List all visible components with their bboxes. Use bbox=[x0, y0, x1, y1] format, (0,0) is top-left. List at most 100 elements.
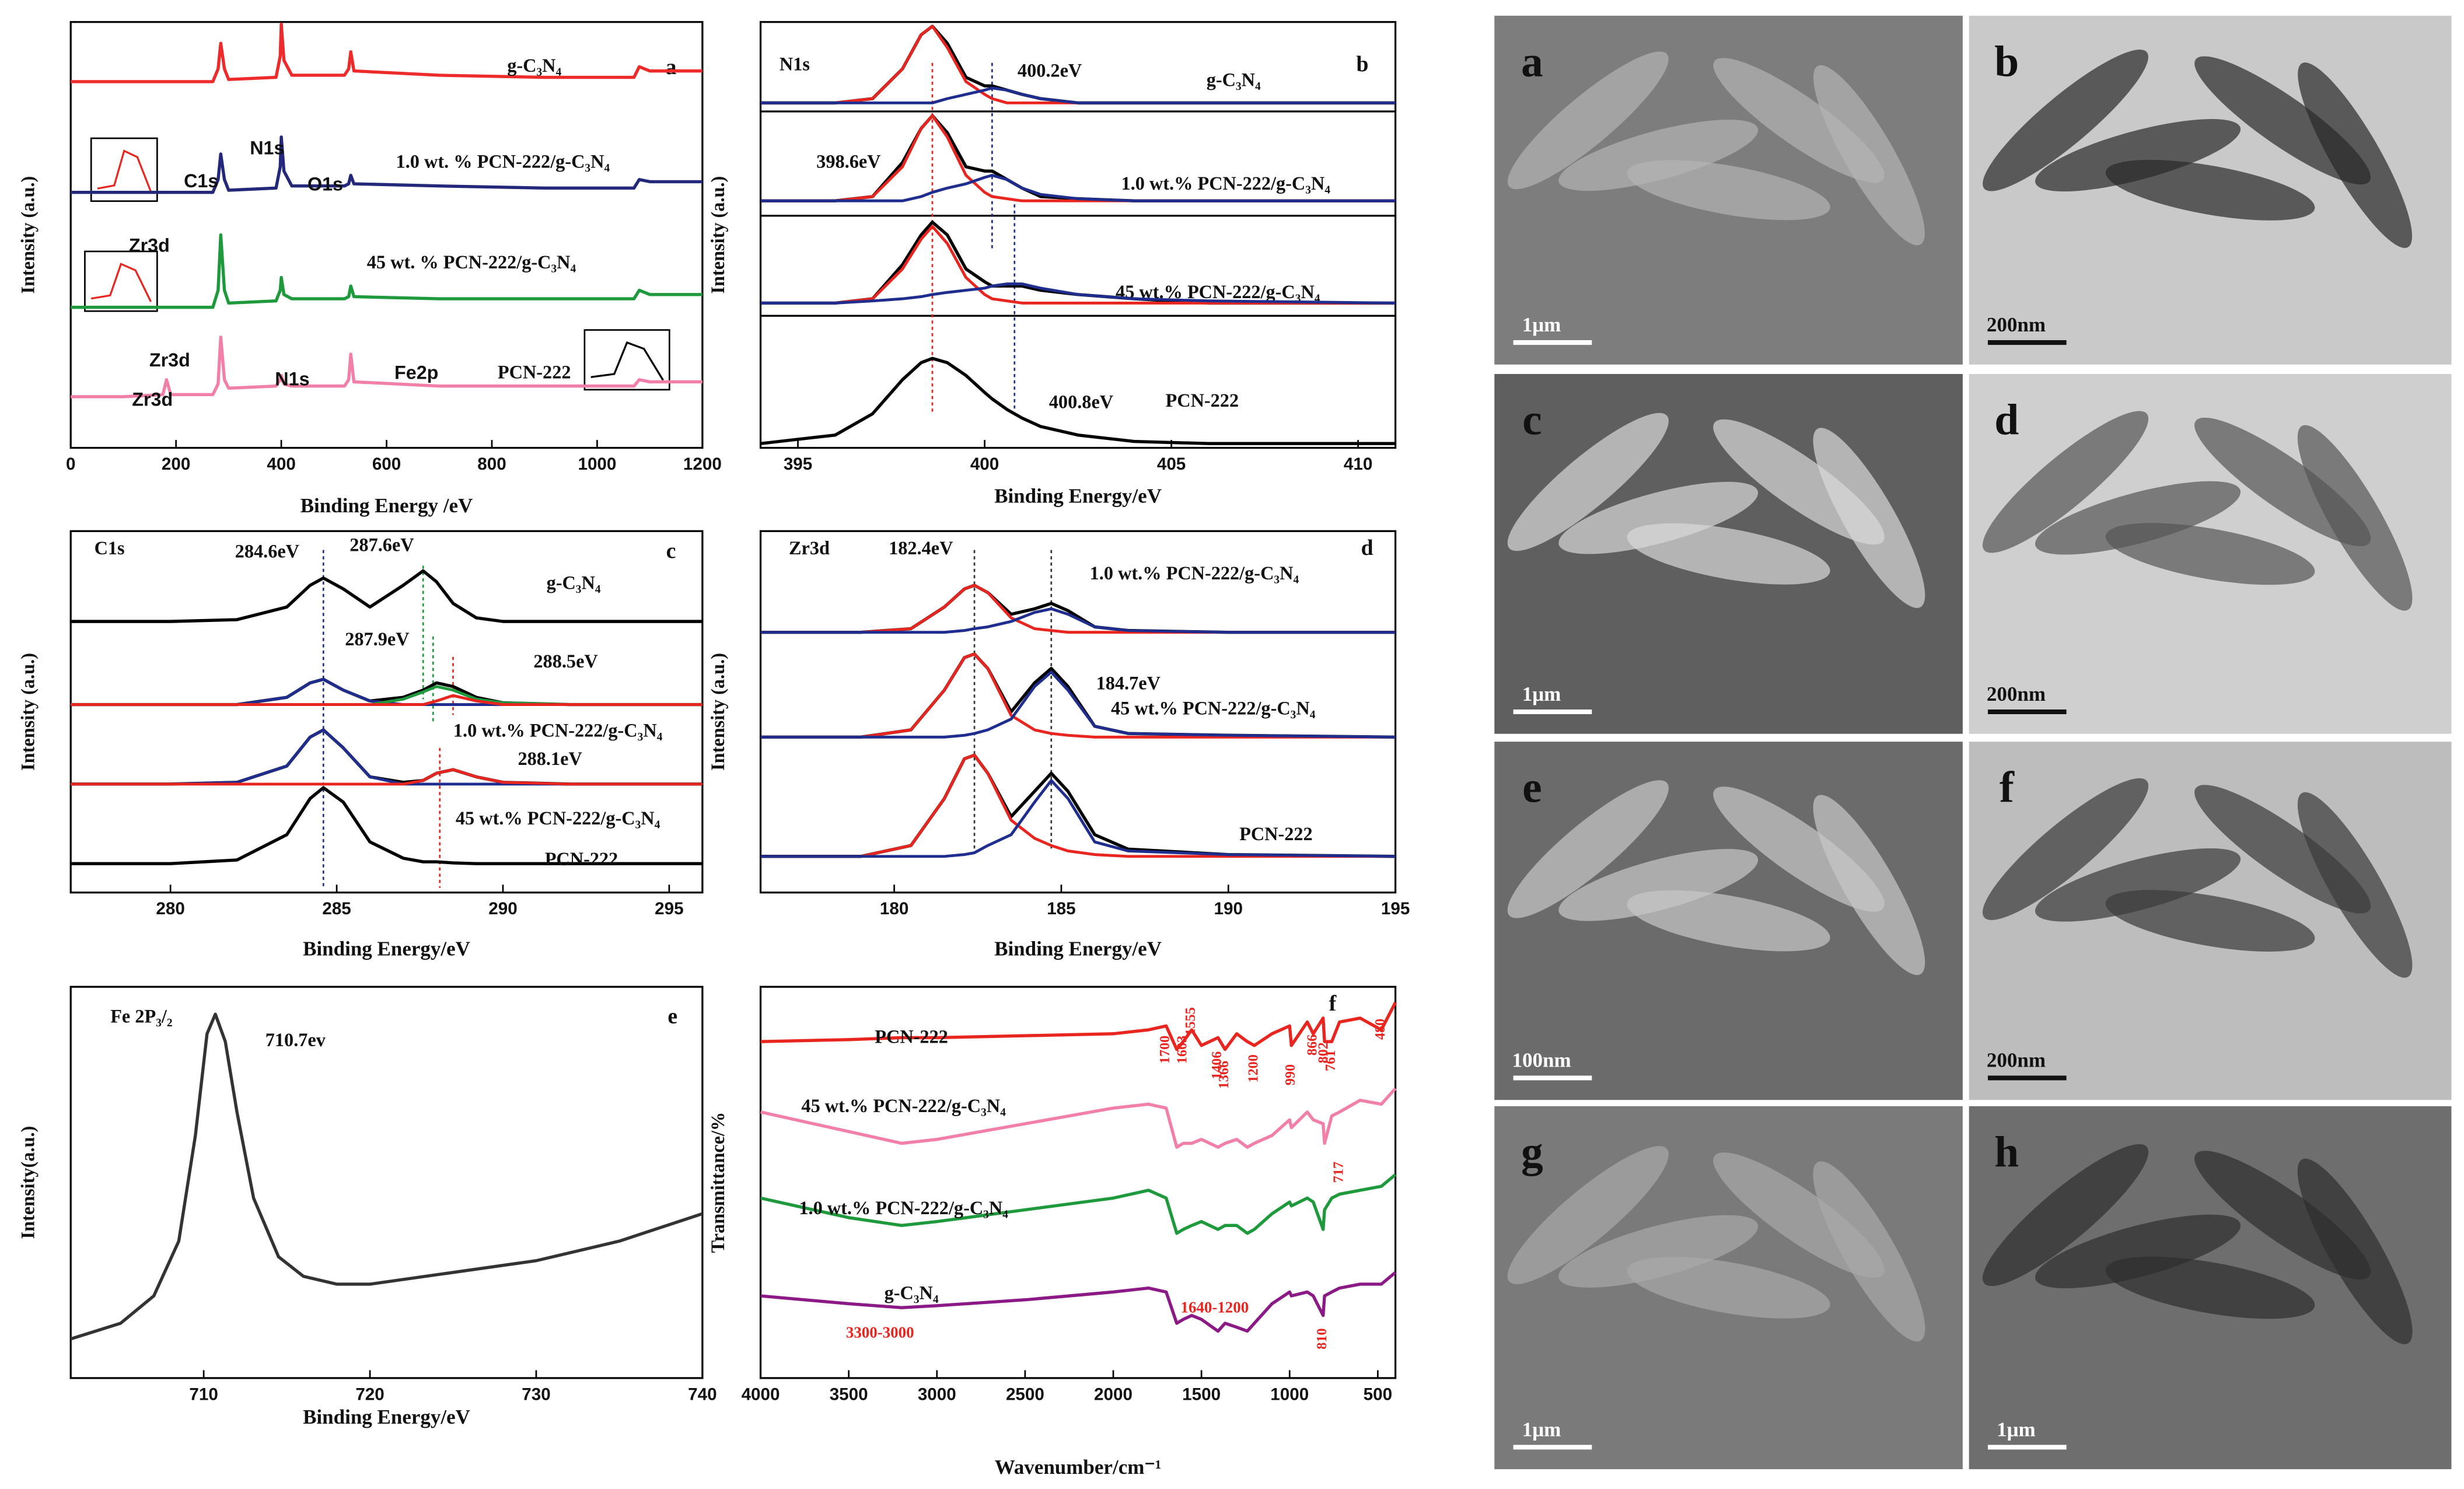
micrograph-letter: c bbox=[1522, 396, 1542, 444]
x-axis-label: Binding Energy/eV bbox=[994, 937, 1162, 960]
x-tick-label: 0 bbox=[66, 455, 75, 474]
spectrum-line bbox=[760, 607, 1396, 634]
annotation: Zr3d bbox=[149, 349, 190, 370]
x-tick-label: 280 bbox=[156, 899, 184, 918]
reference-label: 182.4eV bbox=[889, 537, 953, 558]
region-label: 3300-3000 bbox=[846, 1324, 914, 1341]
x-tick-label: 710 bbox=[189, 1385, 218, 1404]
series-label: PCN-222 bbox=[1166, 390, 1239, 411]
micrograph-feature bbox=[2035, 848, 2241, 922]
reference-label: 398.6eV bbox=[816, 151, 880, 172]
series-label: g-C₃N₄ bbox=[885, 1282, 939, 1303]
micrograph-letter: g bbox=[1521, 1128, 1543, 1176]
series-label: PCN-222 bbox=[875, 1026, 948, 1047]
micrograph-feature bbox=[2298, 62, 2412, 248]
scale-bar-label: 200nm bbox=[1987, 683, 2046, 705]
spectrum-line bbox=[71, 728, 702, 786]
peak-label: 480 bbox=[1372, 1019, 1388, 1040]
x-tick-label: 395 bbox=[784, 455, 812, 474]
spectrum-line bbox=[71, 694, 702, 707]
annotation: Fe2p bbox=[394, 362, 438, 383]
reference-label: 400.8eV bbox=[1049, 392, 1113, 413]
spectrum-line bbox=[71, 135, 702, 194]
spectrum-line bbox=[760, 174, 1396, 202]
series-label: g-C₃N₄ bbox=[547, 572, 601, 593]
y-axis-label: Intensity (a.u.) bbox=[707, 653, 728, 771]
peak-label: 1700 bbox=[1157, 1036, 1173, 1064]
region-label: 1640-1200 bbox=[1181, 1299, 1249, 1316]
panel-letter: a bbox=[666, 55, 677, 79]
micrograph-letter: f bbox=[2000, 764, 2015, 812]
micrograph-feature bbox=[2297, 1158, 2413, 1344]
micrograph-feature bbox=[2297, 792, 2413, 978]
inset-box bbox=[84, 250, 158, 312]
x-tick-label: 400 bbox=[970, 455, 999, 474]
micrograph-feature bbox=[1507, 413, 1669, 551]
y-axis-label: Intensity(a.u.) bbox=[18, 1126, 39, 1239]
x-tick-label: 405 bbox=[1157, 455, 1186, 474]
series-label: 1.0 wt.% PCN-222/g-C₃N₄ bbox=[453, 719, 663, 740]
series-label: 45 wt.% PCN-222/g-C₃N₄ bbox=[1111, 698, 1316, 719]
panel-title: Zr3d bbox=[789, 537, 830, 558]
x-tick-label: 200 bbox=[162, 455, 190, 474]
inset-curve bbox=[590, 341, 664, 381]
micrograph-feature bbox=[2035, 481, 2241, 555]
spectrum-line bbox=[71, 335, 702, 399]
series-label: 1.0 wt.% PCN-222/g-C₃N₄ bbox=[799, 1197, 1008, 1218]
micrograph: a 1μm bbox=[1494, 15, 1963, 365]
micrograph-feature bbox=[1627, 890, 1830, 952]
inset-box bbox=[90, 137, 158, 202]
micrograph-feature bbox=[1627, 523, 1830, 585]
micrograph-feature bbox=[1627, 1257, 1830, 1319]
peak-label: 990 bbox=[1282, 1064, 1298, 1085]
x-tick-label: 1500 bbox=[1182, 1385, 1221, 1404]
x-tick-label: 600 bbox=[372, 455, 401, 474]
annotation: O1s bbox=[307, 173, 343, 194]
reference-label: 400.2eV bbox=[1018, 60, 1082, 81]
spectrum-line bbox=[760, 356, 1396, 445]
peak-label: 1555 bbox=[1183, 1007, 1198, 1035]
panel-letter: e bbox=[667, 1004, 677, 1029]
scale-bar-label: 100nm bbox=[1512, 1049, 1571, 1072]
micrograph-feature bbox=[2035, 1214, 2241, 1288]
annotation: N1s bbox=[275, 368, 309, 389]
x-tick-label: 1000 bbox=[1270, 1385, 1309, 1404]
spectrum-line bbox=[760, 583, 1396, 634]
inset-curve bbox=[90, 263, 152, 302]
micrograph-feature bbox=[2105, 1256, 2315, 1319]
plot-frame bbox=[759, 985, 1397, 1379]
x-tick-label: 2500 bbox=[1006, 1385, 1044, 1404]
annotation: N1s bbox=[250, 137, 284, 158]
micrograph-feature bbox=[1813, 65, 1925, 246]
inset-curve bbox=[97, 149, 152, 193]
inset-box bbox=[583, 329, 670, 391]
peak-label: 866 bbox=[1304, 1034, 1320, 1055]
reference-label: 287.9eV bbox=[345, 628, 409, 649]
chart-panel: 710 720 730 740 Binding Energy/eV Intensity(a… bbox=[18, 985, 717, 1428]
x-tick-label: 3000 bbox=[918, 1385, 956, 1404]
spectrum-line bbox=[760, 652, 1396, 739]
x-tick-label: 180 bbox=[880, 899, 908, 918]
micrograph-feature bbox=[1507, 780, 1669, 918]
micrograph: b 200nm bbox=[1969, 15, 2452, 365]
panel-letter: c bbox=[666, 539, 676, 564]
scale-bar-label: 1μm bbox=[1522, 683, 1561, 705]
x-tick-label: 4000 bbox=[742, 1385, 780, 1404]
x-tick-label: 730 bbox=[522, 1385, 550, 1404]
micrograph: d 200nm bbox=[1969, 373, 2452, 734]
plot-frame bbox=[69, 530, 704, 894]
chart-panel: 280 285 290 295 Binding Energy/eV Intensity (… bbox=[18, 530, 704, 960]
x-tick-label: 185 bbox=[1047, 899, 1075, 918]
spectrum-line bbox=[760, 753, 1396, 858]
micrograph-feature bbox=[1813, 428, 1925, 609]
reference-label: 288.1eV bbox=[518, 748, 582, 769]
spectrum-line bbox=[760, 652, 1396, 739]
micrograph-feature bbox=[2035, 119, 2241, 192]
annotation: 710.7ev bbox=[265, 1029, 326, 1050]
series-label: 1.0 wt. % PCN-222/g-C₃N₄ bbox=[396, 151, 610, 172]
scale-bar-label: 1μm bbox=[1997, 1418, 2036, 1441]
scale-bar-label: 1μm bbox=[1522, 313, 1561, 336]
panel-letter: d bbox=[1361, 536, 1373, 560]
spectrum-line bbox=[760, 779, 1396, 858]
